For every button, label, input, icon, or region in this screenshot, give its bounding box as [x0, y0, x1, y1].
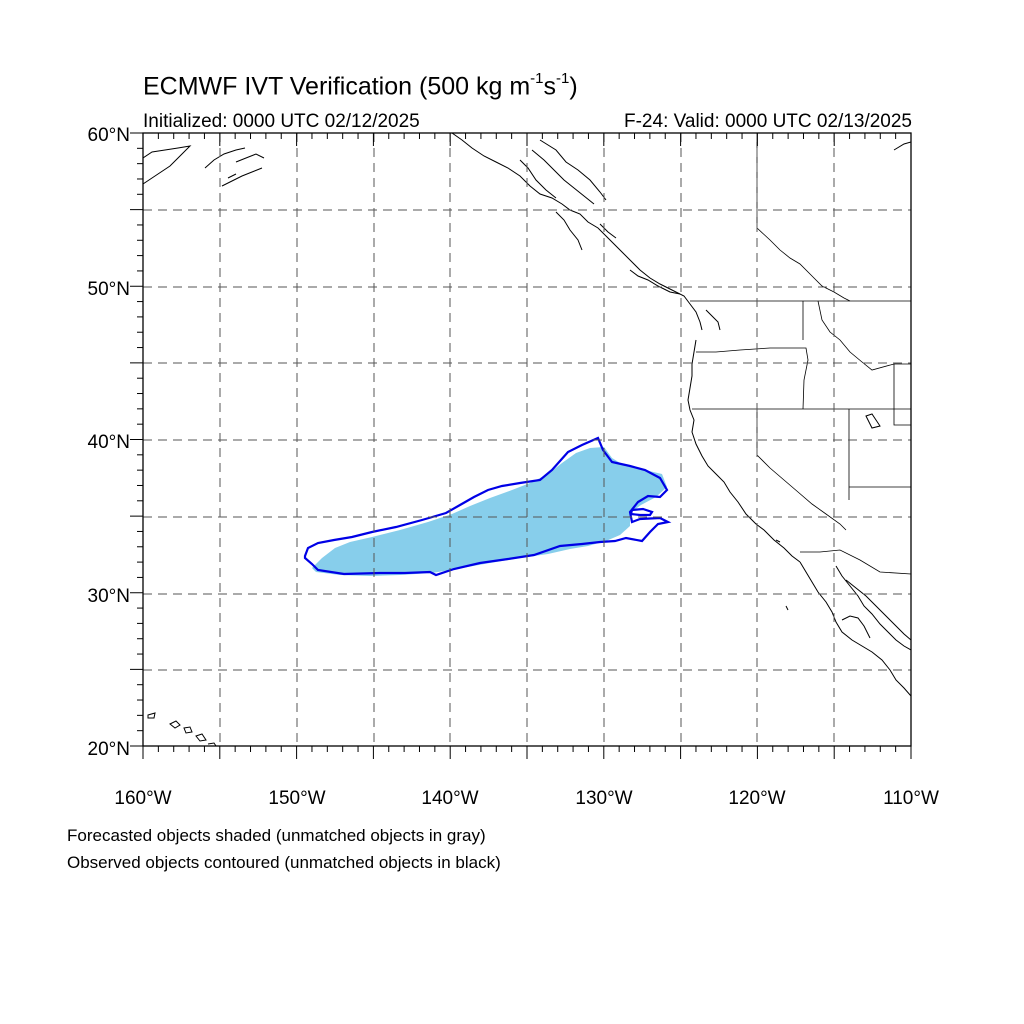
lat-label-60n: 60°N [88, 125, 130, 146]
lat-label-30n: 30°N [88, 586, 130, 607]
lat-label-50n: 50°N [88, 279, 130, 300]
lon-label-150w: 150°W [268, 788, 325, 809]
lat-label-40n: 40°N [88, 432, 130, 453]
lon-label-110w: 110°W [883, 788, 939, 809]
initialized-time: Initialized: 0000 UTC 02/12/2025 [143, 111, 420, 132]
lon-label-120w: 120°W [728, 788, 785, 809]
political-borders [690, 133, 911, 575]
axis-ticks [130, 132, 912, 759]
observed-legend-note: Observed objects contoured (unmatched ob… [67, 853, 501, 872]
valid-time: F-24: Valid: 0000 UTC 02/13/2025 [624, 111, 912, 132]
lon-label-160w: 160°W [114, 788, 171, 809]
observed-object-contour [303, 436, 672, 577]
lon-label-130w: 130°W [575, 788, 632, 809]
forecast-legend-note: Forecasted objects shaded (unmatched obj… [67, 826, 486, 845]
map-title: ECMWF IVT Verification (500 kg m-1s-1) [143, 70, 578, 101]
gridlines [143, 133, 911, 746]
forecast-object [312, 447, 667, 576]
lon-label-140w: 140°W [421, 788, 478, 809]
lat-label-20n: 20°N [88, 739, 130, 760]
observed-object-contour-inner [629, 507, 654, 517]
coastlines [143, 133, 911, 746]
